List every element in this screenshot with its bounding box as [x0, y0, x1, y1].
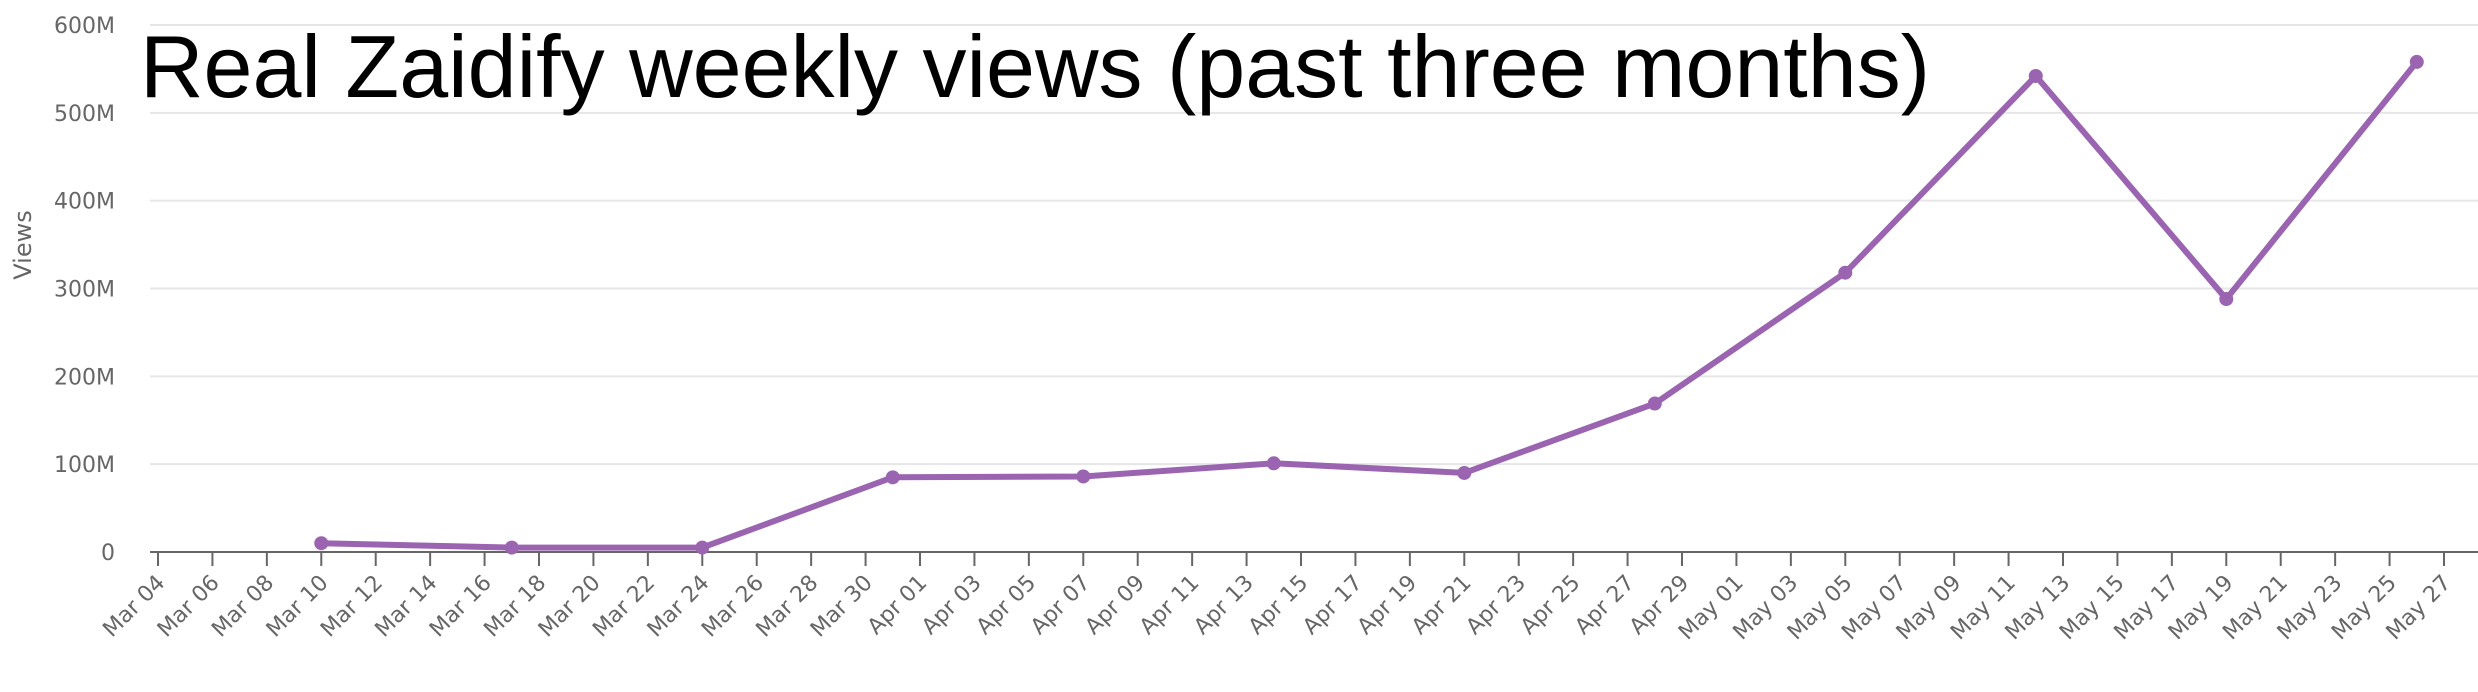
- x-tick-label: Apr 13: [1189, 571, 1258, 640]
- y-axis-title: Views: [9, 210, 37, 279]
- data-point: [1076, 469, 1091, 484]
- y-tick-label: 300M: [54, 278, 115, 303]
- y-tick-label: 400M: [54, 190, 115, 215]
- x-tick-label: Apr 15: [1244, 571, 1313, 640]
- y-tick-label: 100M: [54, 453, 115, 478]
- series-layer: [314, 54, 2424, 555]
- data-point: [504, 540, 519, 555]
- data-point: [2028, 68, 2043, 83]
- x-tick-label: Apr 19: [1353, 571, 1422, 640]
- y-tick-label: 0: [101, 541, 115, 566]
- x-tick-label: Apr 05: [972, 571, 1041, 640]
- x-tick-label: Apr 21: [1407, 571, 1476, 640]
- x-tick-label: Apr 17: [1298, 571, 1367, 640]
- x-tick-label: Apr 25: [1516, 571, 1585, 640]
- series-line: [318, 58, 2420, 551]
- x-tick-label: Apr 23: [1462, 571, 1531, 640]
- x-tick-label: Mar 30: [806, 571, 878, 643]
- chart-title: Real Zaidify weekly views (past three mo…: [140, 17, 1930, 116]
- x-tick-label: Apr 11: [1135, 571, 1204, 640]
- x-tick-label: Apr 27: [1570, 571, 1639, 640]
- gridlines: [150, 24, 2478, 466]
- x-tick-label: Apr 09: [1081, 571, 1150, 640]
- y-tick-label: 600M: [54, 14, 115, 39]
- data-point: [314, 536, 329, 551]
- y-tick-label: 500M: [54, 102, 115, 127]
- x-tick-label: Apr 07: [1026, 571, 1095, 640]
- data-point: [2409, 54, 2424, 69]
- data-point: [1647, 396, 1662, 411]
- data-point: [885, 470, 900, 485]
- data-point: [1266, 456, 1281, 471]
- y-tick-label: 200M: [54, 365, 115, 390]
- y-axis: 0 100M 200M 300M 400M 500M 600M: [54, 14, 115, 566]
- data-point: [1838, 265, 1853, 280]
- x-tick-label: Apr 01: [863, 571, 932, 640]
- data-point: [1457, 465, 1472, 480]
- data-point: [2219, 292, 2234, 307]
- x-tick-label: Apr 03: [917, 571, 986, 640]
- data-point: [695, 540, 710, 555]
